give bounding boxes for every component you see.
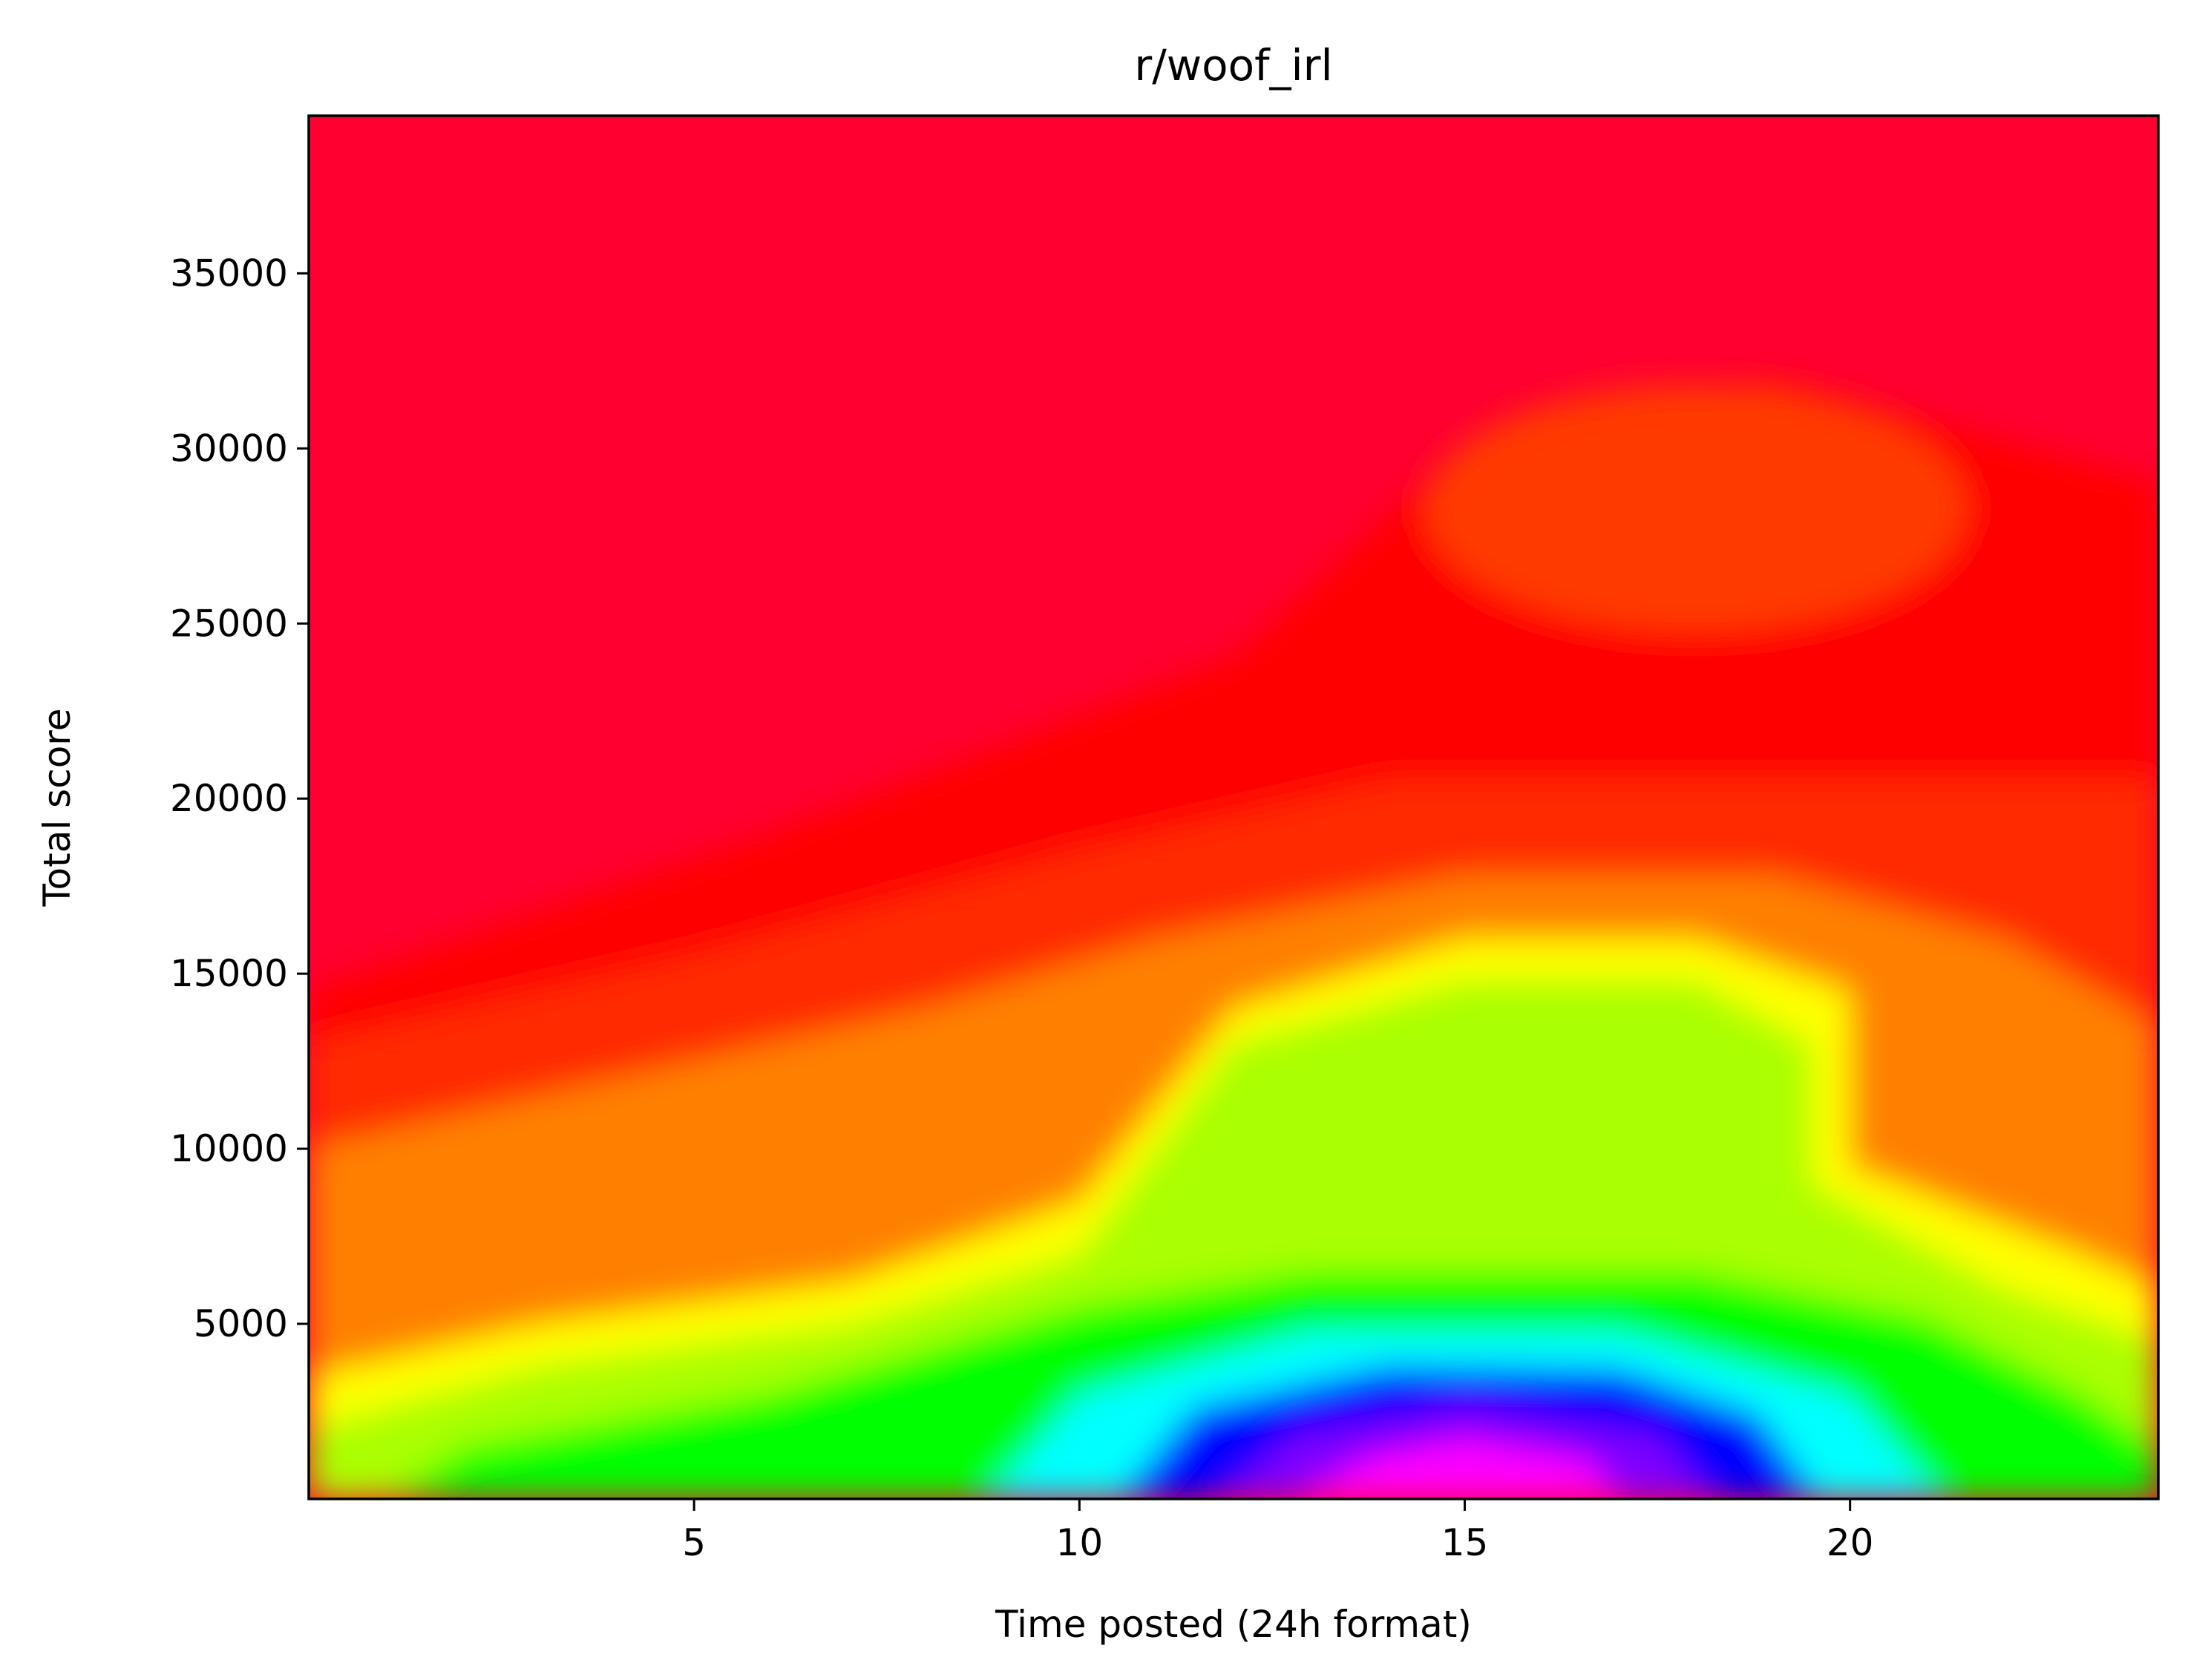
y-axis-label: Total score <box>36 708 79 907</box>
y-tick-label: 5000 <box>194 1302 288 1345</box>
plot-frame <box>307 114 2160 1500</box>
y-tick-label: 20000 <box>170 777 288 820</box>
x-axis: 5 10 15 20 <box>682 1499 1873 1564</box>
y-tick-label: 25000 <box>170 602 288 645</box>
y-tick-label: 30000 <box>170 427 288 470</box>
x-tick-label: 20 <box>1827 1521 1874 1564</box>
y-axis: 5000 10000 15000 20000 25000 30000 35000 <box>170 252 309 1345</box>
local-bump <box>1426 385 1966 631</box>
y-tick-label: 10000 <box>170 1127 288 1170</box>
heatmap-density-bands <box>309 378 2158 1499</box>
x-tick-label: 10 <box>1056 1521 1104 1564</box>
x-axis-label: Time posted (24h format) <box>995 1603 1472 1646</box>
x-tick-label: 5 <box>682 1521 706 1564</box>
chart-title: r/woof_irl <box>1134 40 1332 91</box>
y-tick-label: 35000 <box>170 252 288 295</box>
heatmap-area <box>309 116 2158 1499</box>
x-tick-label: 15 <box>1441 1521 1489 1564</box>
band-magenta <box>1295 1439 1619 1499</box>
y-tick-label: 15000 <box>170 952 288 995</box>
